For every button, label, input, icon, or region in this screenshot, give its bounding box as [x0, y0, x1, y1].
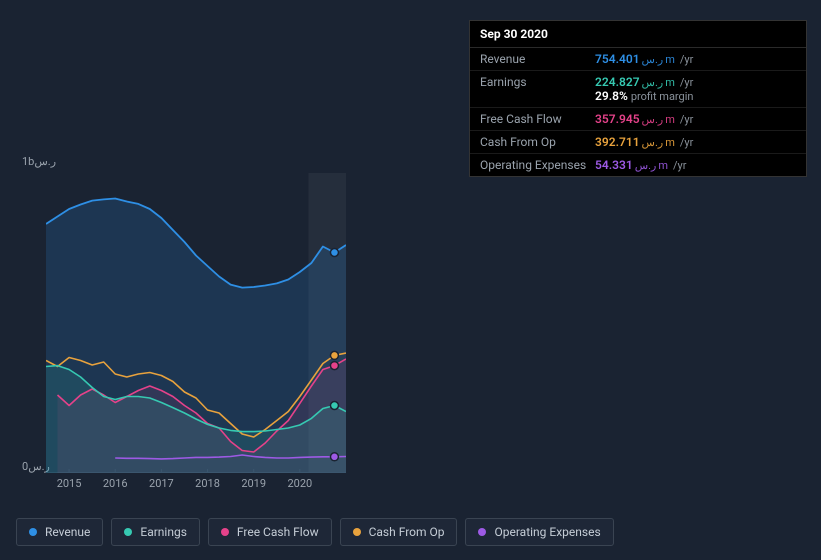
legend-item-earnings[interactable]: Earnings: [111, 518, 200, 546]
series-marker-revenue[interactable]: [330, 249, 338, 257]
tooltip-row-label: Operating Expenses: [480, 158, 595, 172]
x-axis-label: 2019: [241, 477, 266, 490]
tooltip-row-opex: Operating Expenses54.331ر.سm/yr: [470, 154, 806, 176]
tooltip-date: Sep 30 2020: [470, 21, 806, 48]
legend-dot-icon: [29, 528, 37, 536]
tooltip-row-earnings: Earnings224.827ر.سm/yr29.8% profit margi…: [470, 71, 806, 108]
tooltip-row-value: 392.711ر.سm/yr: [595, 135, 796, 149]
legend-item-fcf[interactable]: Free Cash Flow: [208, 518, 332, 546]
legend-label: Earnings: [140, 525, 187, 539]
legend-label: Cash From Op: [369, 525, 445, 539]
legend: Revenue Earnings Free Cash Flow Cash From O…: [16, 518, 614, 546]
x-axis-label: 2017: [149, 477, 174, 490]
x-axis-label: 2015: [57, 477, 82, 490]
series-marker-cfo[interactable]: [330, 351, 338, 359]
tooltip-row-value: 54.331ر.سm/yr: [595, 158, 796, 172]
tooltip-row-value: 224.827ر.سm/yr: [595, 75, 796, 89]
legend-dot-icon: [353, 528, 361, 536]
tooltip-row-label: Cash From Op: [480, 135, 595, 149]
legend-dot-icon: [124, 528, 132, 536]
tooltip-row-label: Revenue: [480, 52, 595, 66]
x-axis-label: 2018: [195, 477, 220, 490]
tooltip-rows: Revenue754.401ر.سm/yrEarnings224.827ر.سm…: [470, 48, 806, 176]
y-axis-top-label: ر.س1b: [22, 155, 56, 168]
tooltip-row-label: Free Cash Flow: [480, 112, 595, 126]
legend-label: Operating Expenses: [494, 525, 600, 539]
series-marker-opex[interactable]: [330, 453, 338, 461]
x-axis-label: 2020: [287, 477, 312, 490]
tooltip-row-value: 357.945ر.سm/yr: [595, 112, 796, 126]
legend-item-revenue[interactable]: Revenue: [16, 518, 103, 546]
legend-dot-icon: [478, 528, 486, 536]
legend-item-opex[interactable]: Operating Expenses: [465, 518, 613, 546]
tooltip-row-value: 754.401ر.سm/yr: [595, 52, 796, 66]
tooltip-card: Sep 30 2020 Revenue754.401ر.سm/yrEarning…: [469, 20, 807, 177]
chart-area: ر.س1b ر.س0 201520162017201820192020: [16, 155, 805, 495]
tooltip-row-fcf: Free Cash Flow357.945ر.سm/yr: [470, 108, 806, 131]
legend-dot-icon: [221, 528, 229, 536]
series-marker-earnings[interactable]: [330, 402, 338, 410]
chart-svg[interactable]: [46, 173, 346, 473]
series-marker-fcf[interactable]: [330, 362, 338, 370]
tooltip-row-extra: 29.8% profit margin: [595, 89, 796, 103]
tooltip-row-cfo: Cash From Op392.711ر.سm/yr: [470, 131, 806, 154]
tooltip-row-label: Earnings: [480, 75, 595, 103]
legend-label: Revenue: [45, 525, 90, 539]
legend-label: Free Cash Flow: [237, 525, 319, 539]
x-axis-label: 2016: [103, 477, 128, 490]
legend-item-cfo[interactable]: Cash From Op: [340, 518, 458, 546]
x-axis-labels: 2015 2016 2017 2018 2019 2020: [46, 477, 805, 495]
tooltip-row-revenue: Revenue754.401ر.سm/yr: [470, 48, 806, 71]
